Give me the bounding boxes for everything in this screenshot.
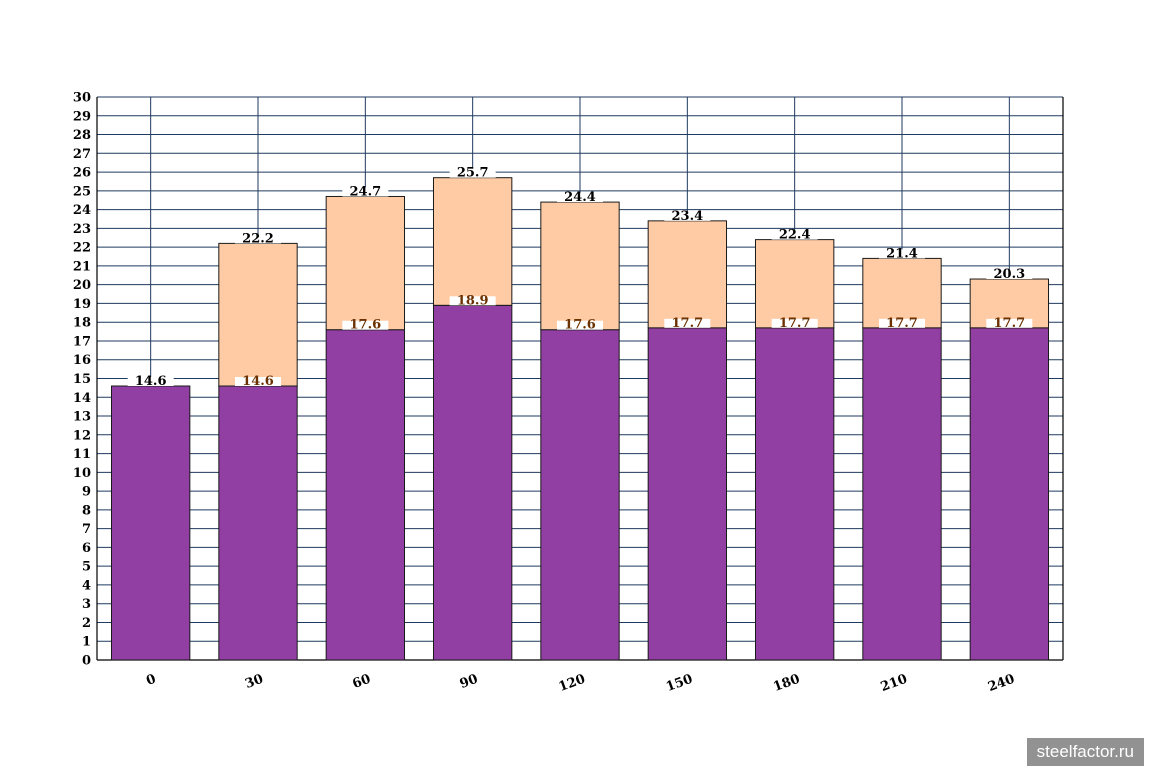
y-tick-label: 5 xyxy=(82,560,91,575)
x-tick-label: 60 xyxy=(351,672,373,692)
x-tick-label: 150 xyxy=(664,672,695,695)
total-value-label: 24.4 xyxy=(564,190,596,205)
y-tick-label: 27 xyxy=(73,147,91,162)
base-value-label-bg xyxy=(986,318,1033,328)
bar-150-series-0 xyxy=(647,327,728,661)
y-tick-label: 4 xyxy=(82,578,91,593)
base-value-label: 17.7 xyxy=(993,316,1025,331)
total-value-label-bg xyxy=(879,249,925,259)
x-tick-label: 180 xyxy=(771,672,802,695)
y-tick-label: 3 xyxy=(82,597,91,612)
bar-120-series-1 xyxy=(540,201,620,331)
y-tick-label: 25 xyxy=(73,184,91,199)
base-value-label: 14.6 xyxy=(242,374,274,389)
base-value-label-bg xyxy=(342,320,389,330)
y-tick-label: 18 xyxy=(73,316,91,331)
y-tick-label: 23 xyxy=(73,222,91,237)
total-value-label-bg xyxy=(771,230,818,240)
base-value-label: 18.9 xyxy=(457,293,489,308)
bar-120-series-0 xyxy=(540,329,620,661)
y-tick-label: 9 xyxy=(82,485,91,500)
total-value-label-bg xyxy=(449,168,496,178)
bar-60-series-1 xyxy=(325,195,406,331)
y-tick-label: 10 xyxy=(73,466,91,481)
y-tick-label: 0 xyxy=(82,654,91,669)
x-tick-label: 0 xyxy=(144,672,158,689)
base-value-label-bg xyxy=(879,318,925,328)
y-tick-label: 7 xyxy=(82,522,91,537)
total-value-label: 25.7 xyxy=(457,166,489,181)
y-tick-label: 1 xyxy=(82,635,91,650)
y-tick-label: 14 xyxy=(73,391,91,406)
x-tick-label: 210 xyxy=(879,672,910,695)
x-tick-label: 240 xyxy=(986,672,1017,695)
total-value-label: 20.3 xyxy=(993,267,1025,282)
y-tick-label: 6 xyxy=(82,541,91,556)
base-value-label-bg xyxy=(449,296,496,306)
total-value-label: 22.2 xyxy=(242,231,274,246)
total-value-label-bg xyxy=(664,211,711,221)
y-tick-label: 15 xyxy=(73,372,91,387)
base-value-label: 17.7 xyxy=(779,316,811,331)
base-value-label-bg xyxy=(664,318,711,328)
total-value-label: 22.4 xyxy=(779,228,811,243)
bar-180-series-0 xyxy=(754,327,835,661)
bar-30-series-0 xyxy=(218,385,298,661)
y-tick-label: 30 xyxy=(73,91,91,106)
y-tick-label: 12 xyxy=(73,428,91,443)
base-value-label-bg xyxy=(235,377,281,387)
y-tick-label: 22 xyxy=(73,241,91,256)
bar-30-series-1 xyxy=(218,242,298,387)
total-value-label: 21.4 xyxy=(886,246,918,261)
total-value-label-bg xyxy=(127,377,174,387)
total-value-label: 23.4 xyxy=(671,209,703,224)
base-value-label: 17.7 xyxy=(886,316,918,331)
y-tick-label: 13 xyxy=(73,410,91,425)
bar-90-series-1 xyxy=(432,177,513,306)
y-tick-label: 26 xyxy=(73,166,91,181)
bar-210-series-0 xyxy=(862,327,942,661)
base-value-label-bg xyxy=(771,318,818,328)
total-value-label-bg xyxy=(342,187,389,197)
y-tick-label: 17 xyxy=(73,334,91,349)
base-value-label: 17.6 xyxy=(564,318,596,333)
watermark: steelfactor.ru xyxy=(1026,738,1144,766)
bar-60-series-0 xyxy=(325,329,406,661)
y-tick-label: 21 xyxy=(73,259,91,274)
bar-210-series-1 xyxy=(862,257,942,329)
total-value-label: 14.6 xyxy=(135,374,167,389)
y-tick-label: 2 xyxy=(82,616,91,631)
y-tick-label: 8 xyxy=(82,503,91,518)
y-tick-label: 29 xyxy=(73,109,91,124)
bar-180-series-1 xyxy=(754,239,835,329)
y-tick-label: 28 xyxy=(73,128,91,143)
bar-0-series-0 xyxy=(110,385,191,661)
y-tick-label: 24 xyxy=(73,203,91,218)
total-value-label: 24.7 xyxy=(349,184,381,199)
y-tick-label: 20 xyxy=(73,278,91,293)
total-value-label-bg xyxy=(235,234,281,244)
base-value-label: 17.6 xyxy=(349,318,381,333)
bar-90-series-0 xyxy=(432,304,513,661)
base-value-label-bg xyxy=(557,320,603,330)
x-tick-label: 90 xyxy=(458,672,480,692)
base-value-label: 17.7 xyxy=(671,316,703,331)
bar-240-series-0 xyxy=(969,327,1050,661)
bar-150-series-1 xyxy=(647,220,728,329)
x-tick-label: 120 xyxy=(557,672,588,695)
total-value-label-bg xyxy=(986,270,1033,280)
y-tick-label: 11 xyxy=(73,447,91,462)
y-tick-label: 19 xyxy=(73,297,91,312)
y-tick-label: 16 xyxy=(73,353,91,368)
x-tick-label: 30 xyxy=(243,672,265,692)
total-value-label-bg xyxy=(557,193,603,203)
